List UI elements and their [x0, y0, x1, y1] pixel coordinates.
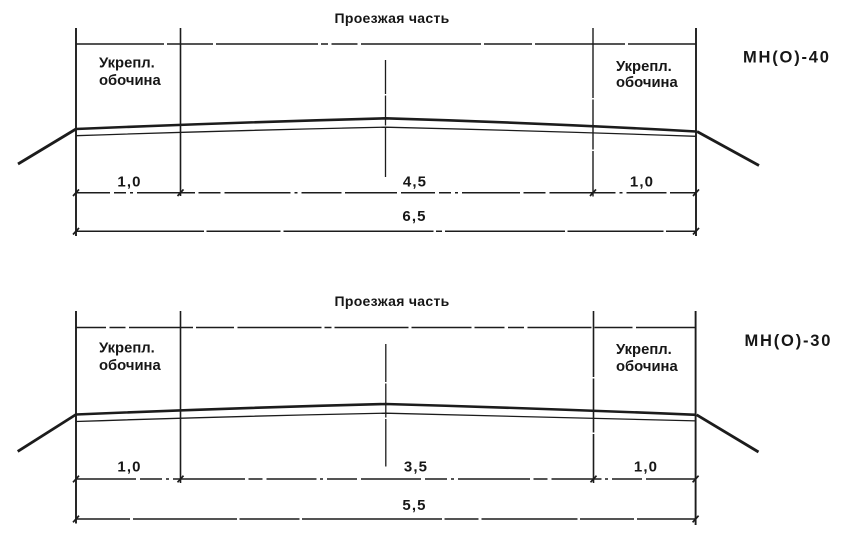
svg-text:1,0: 1,0	[634, 459, 658, 476]
svg-text:Проезжая часть: Проезжая часть	[334, 293, 449, 309]
svg-text:Проезжая часть: Проезжая часть	[334, 10, 449, 26]
svg-text:6,5: 6,5	[402, 208, 426, 225]
svg-text:Укрепл.: Укрепл.	[99, 56, 155, 72]
svg-text:Укрепл.: Укрепл.	[99, 341, 155, 357]
svg-text:1,0: 1,0	[117, 459, 141, 476]
svg-text:5,5: 5,5	[402, 497, 426, 514]
svg-text:обочина: обочина	[99, 73, 161, 89]
svg-text:4,5: 4,5	[403, 174, 427, 191]
svg-text:обочина: обочина	[616, 359, 678, 375]
svg-text:1,0: 1,0	[630, 174, 654, 191]
svg-text:МН(О)-30: МН(О)-30	[745, 332, 833, 350]
svg-text:МН(О)-40: МН(О)-40	[743, 49, 831, 67]
svg-text:обочина: обочина	[99, 358, 161, 374]
svg-text:Укрепл.: Укрепл.	[616, 342, 672, 358]
svg-text:1,0: 1,0	[117, 174, 141, 191]
svg-text:обочина: обочина	[616, 75, 678, 91]
svg-text:3,5: 3,5	[404, 459, 428, 476]
svg-text:Укрепл.: Укрепл.	[616, 59, 672, 75]
